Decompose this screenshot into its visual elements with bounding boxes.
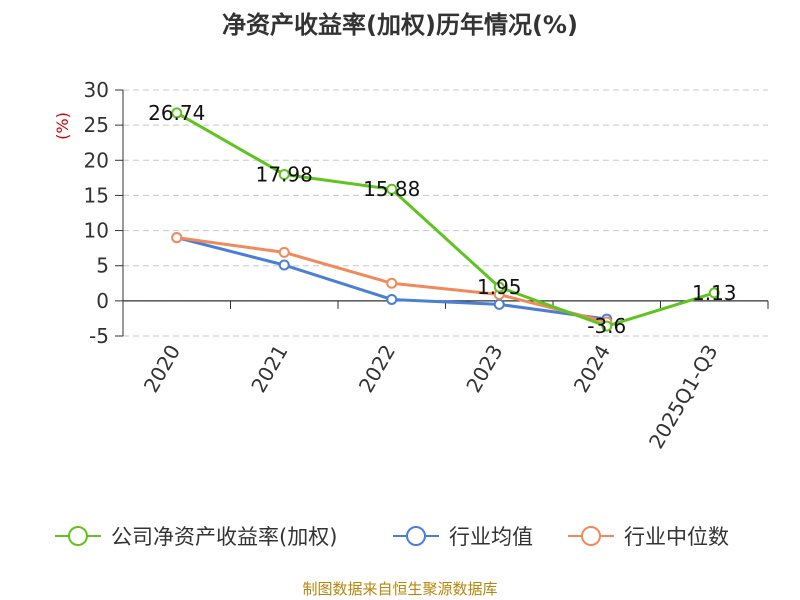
- y-tick-label: 25: [84, 113, 109, 137]
- legend-item[interactable]: 公司净资产收益率(加权): [55, 525, 337, 549]
- y-tick-label: 20: [84, 148, 109, 172]
- data-point[interactable]: [386, 183, 398, 195]
- data-point[interactable]: [278, 168, 290, 180]
- grid: [123, 89, 768, 337]
- data-labels: 26.74 17.98 15.88 1.95 -3.6 1.13: [148, 101, 736, 338]
- x-tick-label: 2022: [354, 341, 400, 397]
- data-point[interactable]: [493, 281, 505, 293]
- series-0: [171, 107, 720, 332]
- y-tick-label: 10: [84, 219, 109, 243]
- x-tick-label: 2020: [139, 341, 185, 397]
- data-point[interactable]: [601, 320, 613, 332]
- x-tick-label: 2025Q1-Q3: [644, 341, 723, 453]
- data-point[interactable]: [493, 298, 505, 310]
- legend-marker: [406, 526, 426, 546]
- x-tick-label: 2024: [569, 341, 615, 397]
- legend-label: 行业均值: [449, 525, 533, 549]
- data-point[interactable]: [278, 259, 290, 271]
- chart-title: 净资产收益率(加权)历年情况(%): [222, 11, 578, 39]
- x-tick-label: 2023: [461, 341, 507, 397]
- y-tick-label: 30: [84, 78, 109, 102]
- data-point[interactable]: [708, 287, 720, 299]
- data-label: 1.95: [477, 275, 522, 299]
- data-label: 15.88: [363, 177, 420, 201]
- y-tick-label: 15: [84, 183, 109, 207]
- series-2: [171, 232, 613, 328]
- data-point[interactable]: [278, 246, 290, 258]
- legend-marker: [581, 526, 601, 546]
- series-layer: [171, 107, 720, 332]
- y-axis-unit: (%): [53, 112, 72, 140]
- series-line: [176, 111, 715, 328]
- data-label: -3.6: [587, 314, 626, 338]
- y-tick-label: 5: [96, 254, 109, 278]
- legend-label: 行业中位数: [624, 525, 729, 549]
- data-point[interactable]: [171, 107, 183, 119]
- legend-marker: [68, 526, 88, 546]
- legend[interactable]: 公司净资产收益率(加权) 行业均值 行业中位数: [55, 525, 729, 549]
- data-label: 26.74: [148, 101, 205, 125]
- data-point[interactable]: [171, 232, 183, 244]
- data-point[interactable]: [386, 293, 398, 305]
- legend-item[interactable]: 行业中位数: [568, 525, 729, 549]
- legend-label: 公司净资产收益率(加权): [111, 525, 337, 549]
- y-tick-label: -5: [89, 324, 109, 348]
- source-note: 制图数据来自恒生聚源数据库: [302, 580, 497, 598]
- x-tick-label: 2021: [246, 341, 292, 397]
- y-tick-label: 0: [96, 289, 109, 313]
- data-point[interactable]: [386, 277, 398, 289]
- data-label: 17.98: [256, 162, 313, 186]
- data-label: 1.13: [692, 281, 737, 305]
- legend-item[interactable]: 行业均值: [393, 525, 533, 549]
